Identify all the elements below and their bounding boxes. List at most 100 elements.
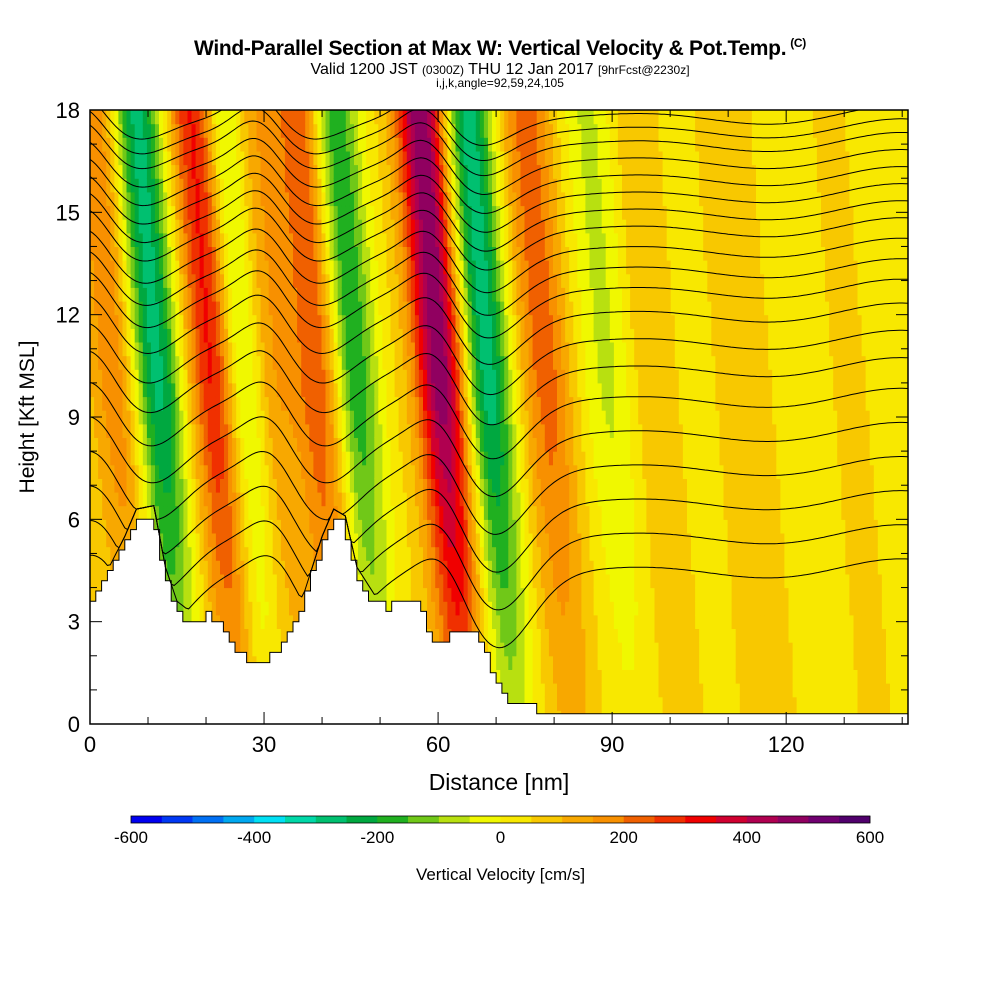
velocity-cell — [232, 614, 237, 629]
velocity-cell — [203, 560, 209, 575]
velocity-cell — [325, 369, 331, 384]
velocity-cell — [195, 178, 201, 193]
velocity-cell — [187, 560, 193, 575]
velocity-cell — [475, 533, 481, 548]
velocity-cell — [410, 150, 416, 166]
velocity-cell — [500, 382, 505, 398]
velocity-cell — [467, 314, 473, 329]
velocity-cell — [256, 246, 262, 261]
velocity-cell — [520, 669, 526, 684]
velocity-cell — [439, 533, 444, 548]
velocity-cell — [110, 478, 115, 493]
velocity-cell — [488, 437, 493, 452]
velocity-cell — [337, 423, 343, 438]
velocity-cell — [264, 451, 270, 466]
velocity-cell — [122, 423, 128, 438]
velocity-cell — [520, 642, 526, 657]
velocity-cell — [280, 492, 286, 507]
velocity-cell — [163, 410, 168, 425]
velocity-cell — [155, 423, 160, 438]
velocity-cell — [508, 628, 513, 643]
velocity-cell — [175, 396, 180, 411]
velocity-cell — [427, 273, 432, 288]
velocity-cell — [191, 355, 197, 370]
velocity-cell — [463, 328, 469, 343]
velocity-cell — [134, 246, 140, 261]
velocity-cell — [155, 260, 160, 275]
velocity-cell — [406, 355, 412, 370]
velocity-cell — [187, 423, 193, 438]
velocity-cell — [260, 533, 266, 548]
velocity-cell — [114, 546, 120, 561]
velocity-cell — [187, 123, 193, 138]
velocity-cell — [248, 205, 254, 220]
velocity-cell — [203, 110, 209, 125]
velocity-cell — [443, 191, 448, 207]
velocity-cell — [130, 355, 136, 370]
velocity-cell — [293, 396, 298, 411]
velocity-cell — [163, 478, 168, 493]
velocity-cell — [106, 287, 111, 302]
velocity-cell — [423, 314, 428, 329]
velocity-cell — [118, 150, 124, 166]
velocity-cell — [524, 410, 530, 425]
velocity-cell — [175, 191, 180, 207]
velocity-cell — [337, 355, 343, 370]
velocity-cell — [130, 451, 136, 466]
velocity-cell — [159, 382, 164, 398]
velocity-cell — [520, 328, 526, 343]
velocity-cell — [463, 219, 469, 234]
velocity-cell — [455, 492, 461, 507]
velocity-cell — [447, 287, 453, 302]
velocity-cell — [483, 205, 489, 220]
velocity-cell — [126, 246, 132, 261]
velocity-cell — [370, 478, 375, 493]
velocity-cell — [284, 505, 290, 520]
velocity-cell — [431, 219, 436, 234]
velocity-cell — [276, 614, 282, 629]
velocity-cell — [163, 150, 168, 166]
velocity-cell — [126, 178, 132, 193]
velocity-cell — [459, 260, 465, 275]
velocity-cell — [512, 287, 517, 302]
velocity-cell — [358, 560, 363, 575]
velocity-cell — [191, 164, 197, 179]
velocity-cell — [260, 573, 266, 589]
velocity-cell — [211, 150, 217, 166]
velocity-cell — [378, 273, 383, 288]
velocity-cell — [386, 246, 392, 261]
velocity-cell — [301, 246, 306, 261]
velocity-cell — [337, 369, 343, 384]
velocity-cell — [90, 451, 95, 466]
velocity-cell — [211, 546, 217, 561]
velocity-cell — [252, 601, 258, 616]
velocity-cell — [520, 478, 526, 493]
velocity-cell — [358, 410, 363, 425]
velocity-cell — [90, 492, 95, 507]
velocity-cell — [500, 273, 505, 288]
velocity-cell — [418, 205, 424, 220]
velocity-cell — [418, 464, 424, 479]
velocity-cell — [536, 451, 542, 466]
velocity-cell — [321, 232, 327, 247]
velocity-cell — [431, 396, 436, 411]
velocity-cell — [358, 478, 363, 493]
velocity-cell — [488, 164, 493, 179]
velocity-cell — [220, 519, 225, 534]
velocity-cell — [142, 246, 148, 261]
velocity-cell — [431, 601, 436, 616]
velocity-cell — [508, 232, 513, 247]
velocity-cell — [488, 546, 493, 561]
velocity-cell — [321, 342, 327, 357]
velocity-cell — [345, 191, 351, 207]
velocity-cell — [504, 683, 509, 698]
velocity-cell — [496, 628, 501, 643]
velocity-cell — [256, 150, 262, 166]
velocity-cell — [126, 232, 132, 247]
velocity-cell — [451, 110, 457, 125]
velocity-cell — [463, 423, 469, 438]
velocity-cell — [118, 423, 124, 438]
velocity-cell — [138, 410, 144, 425]
velocity-cell — [220, 205, 225, 220]
velocity-cell — [516, 287, 522, 302]
